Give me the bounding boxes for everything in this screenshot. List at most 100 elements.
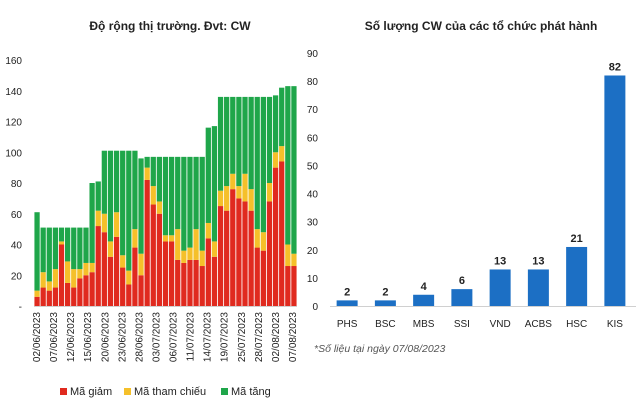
bar-segment-reference — [71, 269, 77, 288]
bar-segment-reference — [254, 229, 260, 248]
bar-segment-increase — [95, 181, 101, 211]
bar-segment-increase — [224, 96, 230, 187]
bar-segment-decrease — [187, 259, 193, 307]
bar-segment-increase — [58, 227, 65, 242]
y-tick-label: 70 — [307, 105, 319, 116]
x-tick-label: 14/07/2023 — [203, 312, 214, 362]
legend: Mã giảm Mã tham chiếu Mã tăng — [60, 386, 271, 398]
y-tick-label: 10 — [307, 274, 319, 285]
legend-label-reference: Mã tham chiếu — [134, 386, 206, 398]
y-tick-label: 20 — [307, 246, 319, 257]
bar-segment-increase — [242, 96, 248, 174]
bar-segment-increase — [248, 96, 254, 190]
x-tick-label: 06/07/2023 — [169, 312, 180, 362]
bar-segment-decrease — [224, 210, 230, 306]
x-tick-label: 02/08/2023 — [271, 312, 282, 362]
bar-segment-decrease — [236, 198, 242, 307]
bar-segment-decrease — [89, 272, 95, 306]
data-label: 6 — [459, 275, 465, 287]
bar-phs — [336, 300, 358, 306]
bar-segment-decrease — [126, 284, 132, 306]
bar-segment-reference — [95, 210, 101, 227]
bar-segment-reference — [107, 241, 114, 257]
bar-segment-decrease — [58, 244, 65, 306]
bar-mbs — [413, 294, 435, 306]
legend-swatch-increase — [221, 388, 228, 395]
bar-segment-reference — [175, 229, 181, 260]
bar-segment-reference — [46, 281, 52, 291]
bar-segment-increase — [211, 126, 218, 242]
bar-segment-reference — [211, 241, 218, 257]
bar-segment-reference — [230, 173, 236, 190]
bar-segment-increase — [254, 96, 260, 230]
category-label: HSC — [566, 319, 587, 330]
bar-segment-decrease — [199, 266, 205, 306]
data-label: 2 — [344, 286, 350, 298]
x-tick-label: 28/07/2023 — [254, 312, 265, 362]
legend-swatch-decrease — [60, 388, 67, 395]
bar-segment-decrease — [52, 287, 59, 306]
bar-segment-decrease — [217, 206, 224, 306]
bar-segment-reference — [132, 229, 138, 248]
bar-segment-decrease — [168, 241, 175, 306]
bar-segment-increase — [285, 86, 291, 245]
bar-segment-decrease — [193, 259, 199, 307]
bar-segment-reference — [181, 250, 187, 263]
bar-segment-decrease — [83, 275, 89, 306]
bar-segment-increase — [46, 227, 52, 282]
y-tick-label: 60 — [307, 133, 319, 144]
bar-segment-increase — [187, 156, 193, 248]
bar-segment-reference — [138, 253, 144, 276]
category-label: SSI — [454, 319, 470, 330]
bar-segment-increase — [132, 150, 138, 230]
data-label: 2 — [382, 286, 388, 298]
bar-segment-reference — [205, 222, 211, 239]
y-tick-label: 30 — [307, 218, 319, 229]
bar-segment-increase — [77, 227, 83, 270]
data-label: 4 — [421, 281, 428, 293]
bar-segment-reference — [248, 189, 254, 211]
data-label: 13 — [532, 255, 544, 267]
bar-segment-reference — [224, 186, 230, 211]
y-tick-label: 40 — [307, 190, 319, 201]
bar-segment-decrease — [113, 236, 120, 306]
bar-segment-increase — [199, 156, 205, 251]
bar-segment-increase — [272, 95, 279, 153]
bar-segment-increase — [291, 86, 297, 254]
bar-segment-increase — [168, 156, 175, 236]
footnote: *Số liệu tại ngày 07/08/2023 — [314, 343, 446, 355]
bar-segment-reference — [217, 190, 224, 207]
x-tick-label: 03/07/2023 — [152, 312, 163, 362]
bar-bsc — [374, 300, 396, 306]
bar-segment-increase — [138, 158, 144, 254]
bar-segment-increase — [34, 212, 40, 291]
bar-segment-reference — [266, 183, 273, 202]
bar-segment-decrease — [211, 256, 218, 306]
bar-segment-decrease — [132, 247, 138, 306]
bar-segment-increase — [181, 156, 187, 251]
bar-segment-decrease — [71, 287, 77, 306]
bar-segment-decrease — [291, 266, 297, 306]
bar-segment-reference — [242, 173, 248, 202]
bar-segment-increase — [52, 227, 59, 270]
bar-segment-decrease — [242, 201, 248, 306]
category-label: ACBS — [525, 319, 553, 330]
data-label: 21 — [571, 233, 583, 245]
bar-segment-reference — [113, 212, 120, 237]
bar-segment-reference — [144, 167, 150, 180]
bar-segment-reference — [83, 262, 89, 276]
category-label: PHS — [337, 319, 358, 330]
y-tick-label: 90 — [307, 49, 319, 60]
bar-segment-reference — [272, 152, 279, 168]
bar-segment-reference — [34, 290, 40, 297]
category-label: KIS — [607, 319, 623, 330]
bar-segment-decrease — [144, 179, 150, 306]
bar-segment-increase — [89, 183, 95, 263]
y-tick-label: - — [19, 302, 22, 313]
y-tick-label: 50 — [307, 161, 319, 172]
issuer-count-chart: 90 80 70 60 50 40 30 20 10 0 2 PHS 2 BSC 4 MBS 6 SSI 13 VND… — [307, 49, 636, 330]
bar-segment-increase — [266, 96, 273, 183]
bar-segment-decrease — [40, 287, 46, 306]
bar-segment-increase — [126, 150, 132, 271]
